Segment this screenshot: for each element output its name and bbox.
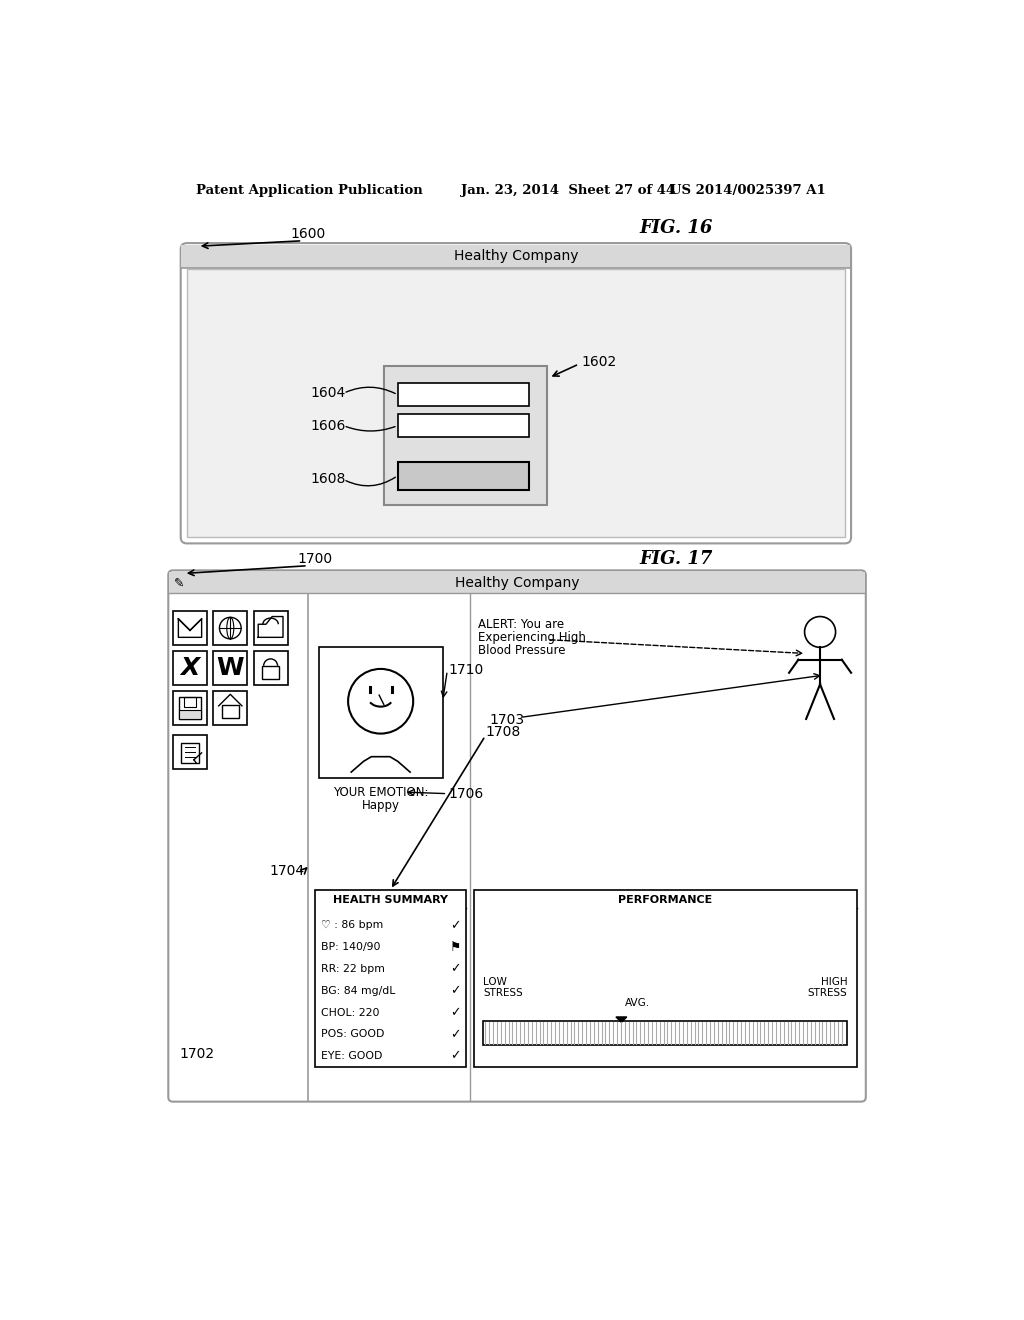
Text: HIGH: HIGH bbox=[820, 977, 847, 987]
Text: EYE: GOOD: EYE: GOOD bbox=[321, 1051, 382, 1061]
Text: Jan. 23, 2014  Sheet 27 of 44: Jan. 23, 2014 Sheet 27 of 44 bbox=[461, 185, 676, 197]
Text: 1700: 1700 bbox=[297, 552, 332, 566]
Text: ALERT: You are: ALERT: You are bbox=[477, 618, 563, 631]
Bar bbox=[213, 611, 248, 645]
Text: Patent Application Publication: Patent Application Publication bbox=[197, 185, 423, 197]
Text: 1704: 1704 bbox=[269, 863, 304, 878]
Bar bbox=[173, 735, 207, 770]
Text: ✓: ✓ bbox=[450, 919, 461, 932]
Bar bbox=[213, 651, 248, 685]
Bar bbox=[179, 697, 201, 719]
Text: ⚑: ⚑ bbox=[450, 941, 461, 954]
Text: 1600: 1600 bbox=[291, 227, 326, 240]
Bar bbox=[173, 692, 207, 725]
Text: STRESS: STRESS bbox=[808, 987, 847, 998]
Bar bbox=[384, 367, 547, 506]
Bar bbox=[173, 611, 207, 645]
Text: ✓: ✓ bbox=[450, 1006, 461, 1019]
Text: 1606: 1606 bbox=[310, 418, 345, 433]
Text: US 2014/0025397 A1: US 2014/0025397 A1 bbox=[671, 185, 826, 197]
Text: CHOL: 220: CHOL: 220 bbox=[321, 1007, 380, 1018]
Text: ✓: ✓ bbox=[450, 1028, 461, 1041]
Bar bbox=[213, 692, 248, 725]
Text: 1703: 1703 bbox=[489, 714, 524, 727]
Bar bbox=[169, 572, 865, 594]
Text: BG: 84 mg/dL: BG: 84 mg/dL bbox=[321, 986, 395, 995]
Text: 1706: 1706 bbox=[449, 787, 484, 801]
Bar bbox=[187, 269, 845, 537]
Bar bbox=[314, 890, 466, 1067]
Text: YOUR EMOTION:: YOUR EMOTION: bbox=[333, 785, 428, 799]
Text: FIG. 16: FIG. 16 bbox=[640, 219, 713, 236]
Text: PERFORMANCE: PERFORMANCE bbox=[617, 895, 713, 906]
Bar bbox=[254, 651, 288, 685]
Bar bbox=[181, 743, 199, 763]
Bar bbox=[397, 462, 529, 490]
Text: ✎: ✎ bbox=[174, 576, 184, 589]
Text: RR: 22 bpm: RR: 22 bpm bbox=[321, 964, 385, 974]
Text: Healthy Company: Healthy Company bbox=[454, 249, 579, 263]
Bar bbox=[474, 890, 856, 1067]
Text: AVG.: AVG. bbox=[626, 998, 650, 1008]
Text: 1604: 1604 bbox=[310, 387, 345, 400]
Text: BP: 140/90: BP: 140/90 bbox=[321, 942, 381, 952]
Text: X: X bbox=[180, 656, 200, 680]
Bar bbox=[173, 651, 207, 685]
Polygon shape bbox=[616, 1016, 627, 1022]
FancyBboxPatch shape bbox=[168, 570, 866, 1102]
Text: ✓: ✓ bbox=[450, 1049, 461, 1063]
Text: Happy: Happy bbox=[361, 799, 399, 812]
Text: ♡ : 86 bpm: ♡ : 86 bpm bbox=[321, 920, 383, 931]
Bar bbox=[483, 1020, 847, 1045]
Text: 1702: 1702 bbox=[180, 1047, 215, 1061]
Text: Experiencing High: Experiencing High bbox=[477, 631, 586, 644]
Bar bbox=[318, 647, 442, 779]
Bar bbox=[181, 244, 850, 268]
Bar bbox=[254, 611, 288, 645]
Bar bbox=[222, 705, 239, 718]
Text: 1602: 1602 bbox=[582, 355, 616, 370]
Text: User Name: User Name bbox=[427, 388, 501, 401]
Text: ✓: ✓ bbox=[450, 962, 461, 975]
Text: Healthy Company: Healthy Company bbox=[455, 576, 580, 590]
Bar bbox=[262, 665, 280, 678]
Text: 1608: 1608 bbox=[310, 473, 345, 487]
Bar bbox=[179, 710, 201, 719]
FancyBboxPatch shape bbox=[180, 243, 851, 544]
Text: 1708: 1708 bbox=[485, 725, 520, 739]
Text: STRESS: STRESS bbox=[483, 987, 522, 998]
Text: POS: GOOD: POS: GOOD bbox=[321, 1030, 384, 1039]
Text: ✓: ✓ bbox=[450, 985, 461, 998]
Bar bbox=[397, 383, 529, 407]
Text: LOW: LOW bbox=[483, 977, 507, 987]
Text: Blood Pressure: Blood Pressure bbox=[477, 644, 565, 657]
Text: Password: Password bbox=[432, 418, 495, 432]
Text: 1710: 1710 bbox=[449, 664, 484, 677]
Text: W: W bbox=[216, 656, 244, 680]
Text: FIG. 17: FIG. 17 bbox=[640, 550, 713, 568]
Text: HEALTH SUMMARY: HEALTH SUMMARY bbox=[333, 895, 447, 906]
Bar bbox=[183, 697, 197, 706]
Text: LOGIN: LOGIN bbox=[439, 469, 487, 483]
Bar bbox=[397, 414, 529, 437]
